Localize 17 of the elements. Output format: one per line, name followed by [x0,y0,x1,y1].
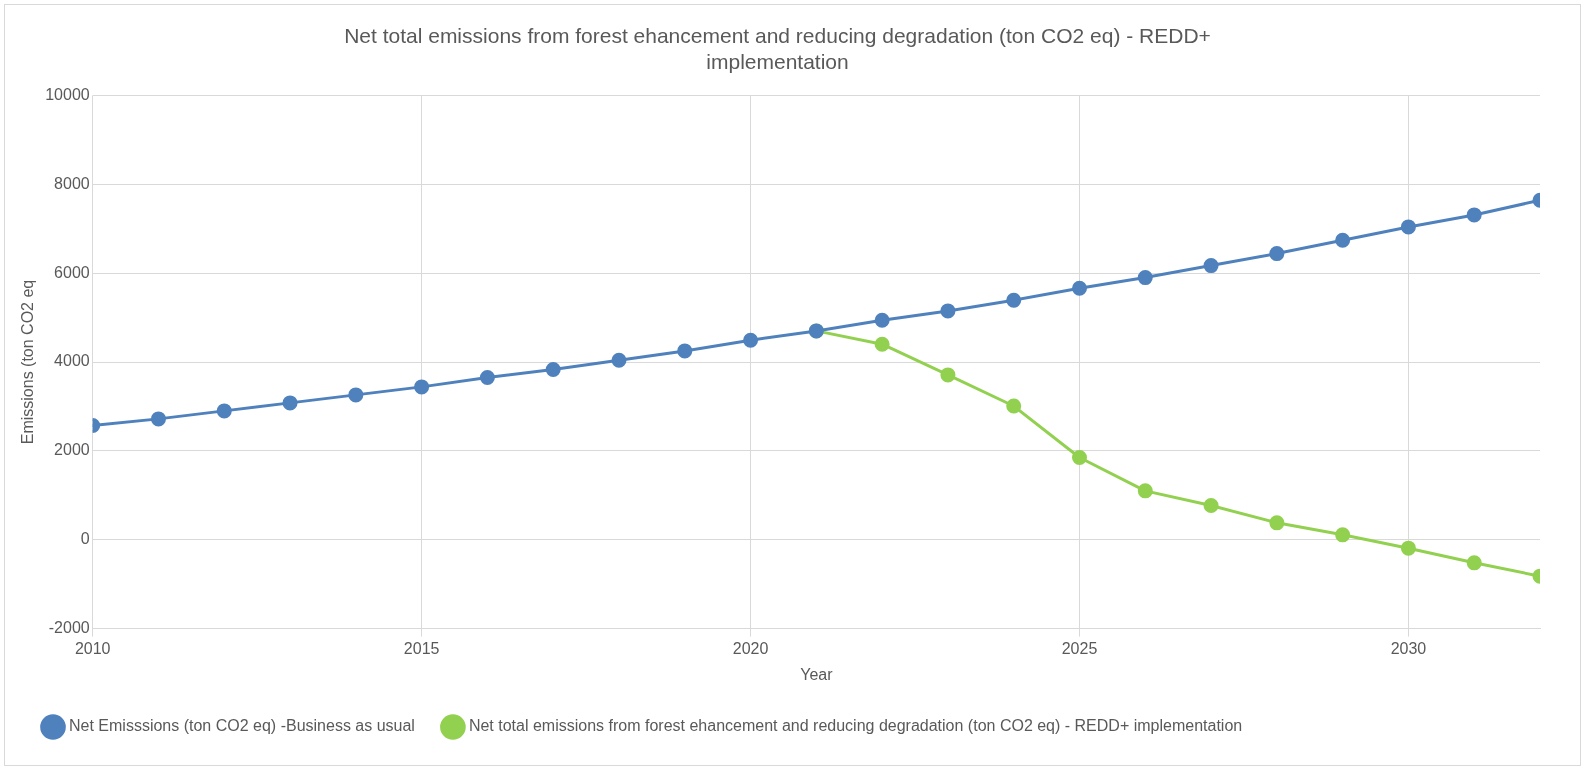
legend-label: Net Emisssions (ton CO2 eq) -Business as usual [69,717,415,735]
y-tick-label: 10000 [45,85,90,103]
x-tick-label: 2010 [74,639,111,657]
y-tick-label: 0 [80,530,90,548]
y-tick-label: 8000 [54,174,90,192]
chart-title: Net total emissions from forest ehancement and reducing degradation (ton CO2 eq) - REDD+ implementation [344,24,1211,73]
y-tick-label: 6000 [54,263,90,281]
x-tick-label: 2030 [1390,639,1427,657]
y-tick-label: 2000 [54,441,90,459]
x-tick-label: 2025 [1061,639,1098,657]
y-tick-label: 4000 [54,352,90,370]
x-tick-label: 2015 [403,639,440,657]
x-tick-label: 2020 [732,639,769,657]
legend-label: Net total emissions from forest ehancement and reducing degradation (ton CO2 eq) - REDD+ implementation [468,717,1243,735]
x-axis-title: Year [800,665,834,683]
y-tick-label: -2000 [48,619,90,637]
y-axis-title: Emissions (ton CO2 eq [19,279,37,445]
